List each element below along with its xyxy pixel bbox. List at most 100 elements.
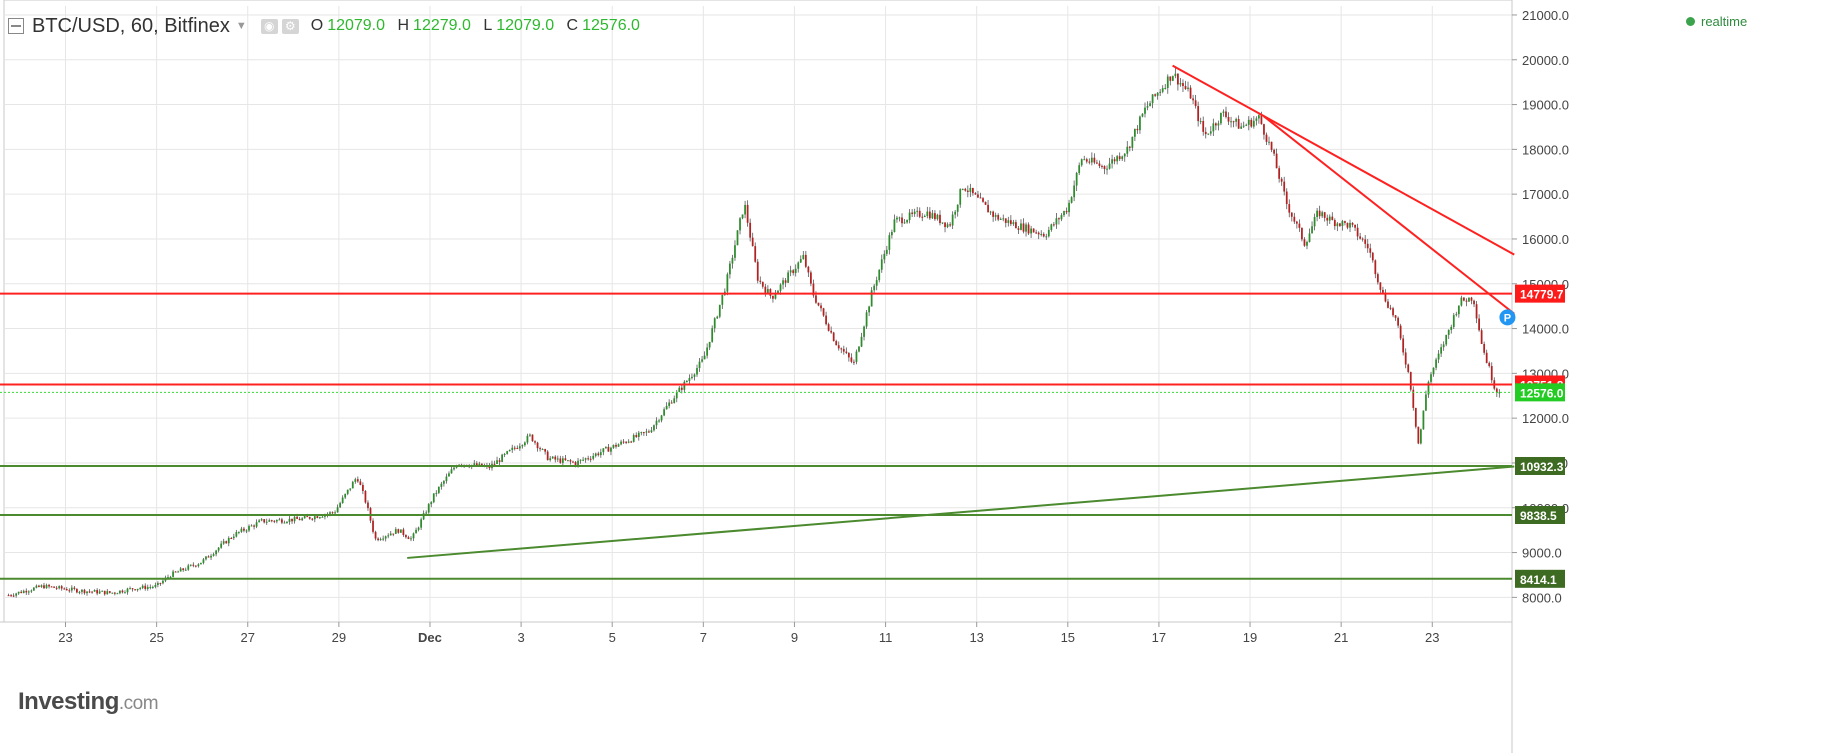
candle-body (807, 266, 810, 273)
candle-body (496, 460, 498, 464)
candle-body (101, 590, 104, 592)
candle-body (1346, 222, 1349, 228)
marker-circle[interactable] (1499, 309, 1516, 326)
candle-body (1349, 222, 1351, 228)
candle-body (1326, 217, 1329, 221)
candle-body (207, 556, 210, 558)
candle-body (863, 326, 865, 337)
eye-icon[interactable]: ◉ (260, 18, 278, 34)
candle-body (766, 288, 769, 293)
candle-body (1468, 297, 1470, 302)
candle-body (478, 463, 481, 466)
candle-body (620, 441, 622, 445)
gear-icon[interactable]: ⚙ (281, 18, 299, 34)
candle-body (1025, 224, 1027, 232)
high-value: 12279.0 (413, 17, 471, 34)
candle-body (556, 458, 559, 460)
candle-body (637, 432, 640, 437)
candle-body (774, 294, 777, 299)
candle-body (632, 435, 635, 442)
candle-body (946, 224, 949, 228)
candle-body (318, 517, 321, 519)
candle-body (936, 214, 939, 220)
candle-body (572, 461, 574, 463)
candle-body (1440, 347, 1443, 354)
candle-body (1387, 301, 1389, 308)
candle-body (427, 504, 430, 513)
downtrend-line-2[interactable] (1263, 115, 1515, 315)
candle-body (98, 591, 101, 594)
candle-body (1047, 229, 1050, 237)
candle-body (1252, 120, 1255, 127)
candle-body (1268, 141, 1270, 143)
candle-body (1159, 91, 1162, 93)
candle-body (949, 224, 951, 226)
candle-body (313, 516, 316, 520)
candle-body (1106, 168, 1108, 170)
candle-body (911, 212, 914, 214)
x-tick-label: 25 (149, 630, 163, 645)
candle-body (151, 586, 154, 588)
candle-body (1331, 216, 1334, 221)
candle-body (1207, 133, 1210, 135)
candle-body (93, 589, 96, 592)
candle-body (124, 592, 126, 594)
collapse-icon[interactable] (8, 18, 24, 34)
candle-body (1101, 165, 1103, 167)
candle-body (1235, 118, 1238, 122)
candle-body (1425, 394, 1427, 411)
symbol-label[interactable]: BTC/USD, 60, Bitfinex (32, 14, 230, 37)
candle-body (1394, 315, 1397, 318)
candle-body (1427, 381, 1430, 395)
candle-body (278, 519, 281, 521)
candle-body (311, 518, 314, 520)
resistance-horizontal-1-price-label: 14779.7 (1520, 288, 1564, 302)
candle-body (1480, 330, 1483, 345)
candle-body (721, 294, 724, 305)
ohlc-readout: O 12079.0 H 12279.0 L 12079.0 C 12576.0 (311, 17, 648, 35)
uptrend-line[interactable] (407, 465, 1515, 559)
downtrend-line-1[interactable] (1172, 64, 1515, 256)
candle-body (825, 315, 827, 325)
support-horizontal-3-price-tag (1515, 569, 1565, 588)
candle-body (1435, 359, 1437, 368)
candle-body (1098, 163, 1101, 166)
candle-body (713, 318, 716, 329)
candle-body (868, 306, 870, 313)
candle-body (1414, 407, 1417, 427)
candle-body (387, 535, 390, 537)
candle-body (1409, 371, 1412, 390)
open-value: 12079.0 (327, 17, 386, 34)
candle-body (1192, 98, 1194, 101)
y-tick-label: 20000.0 (1522, 53, 1569, 68)
candle-body (392, 533, 395, 535)
candle-body (405, 535, 407, 538)
candle-body (445, 476, 448, 482)
chevron-down-icon[interactable]: ▼ (235, 20, 247, 32)
close-label: C (566, 17, 579, 34)
candle-body (1184, 86, 1187, 89)
candle-body (622, 441, 625, 443)
candle-body (837, 345, 840, 349)
candle-body (642, 432, 645, 434)
candle-body (759, 280, 762, 282)
candle-body (321, 516, 324, 518)
candle-body (10, 595, 12, 597)
candle-body (658, 420, 660, 422)
candle-body (38, 585, 40, 587)
candle-body (116, 593, 119, 595)
candle-body (382, 538, 385, 540)
candle-body (1237, 118, 1240, 129)
candle-body (680, 387, 683, 390)
candle-body (501, 454, 503, 462)
candle-body (329, 512, 331, 514)
candle-body (1171, 76, 1174, 81)
candle-body (215, 550, 217, 555)
resistance-horizontal-1-price-tag (1515, 284, 1565, 303)
candle-body (43, 585, 45, 589)
candle-body (58, 586, 61, 589)
y-tick-label: 14000.0 (1522, 322, 1569, 337)
candle-body (982, 198, 984, 202)
